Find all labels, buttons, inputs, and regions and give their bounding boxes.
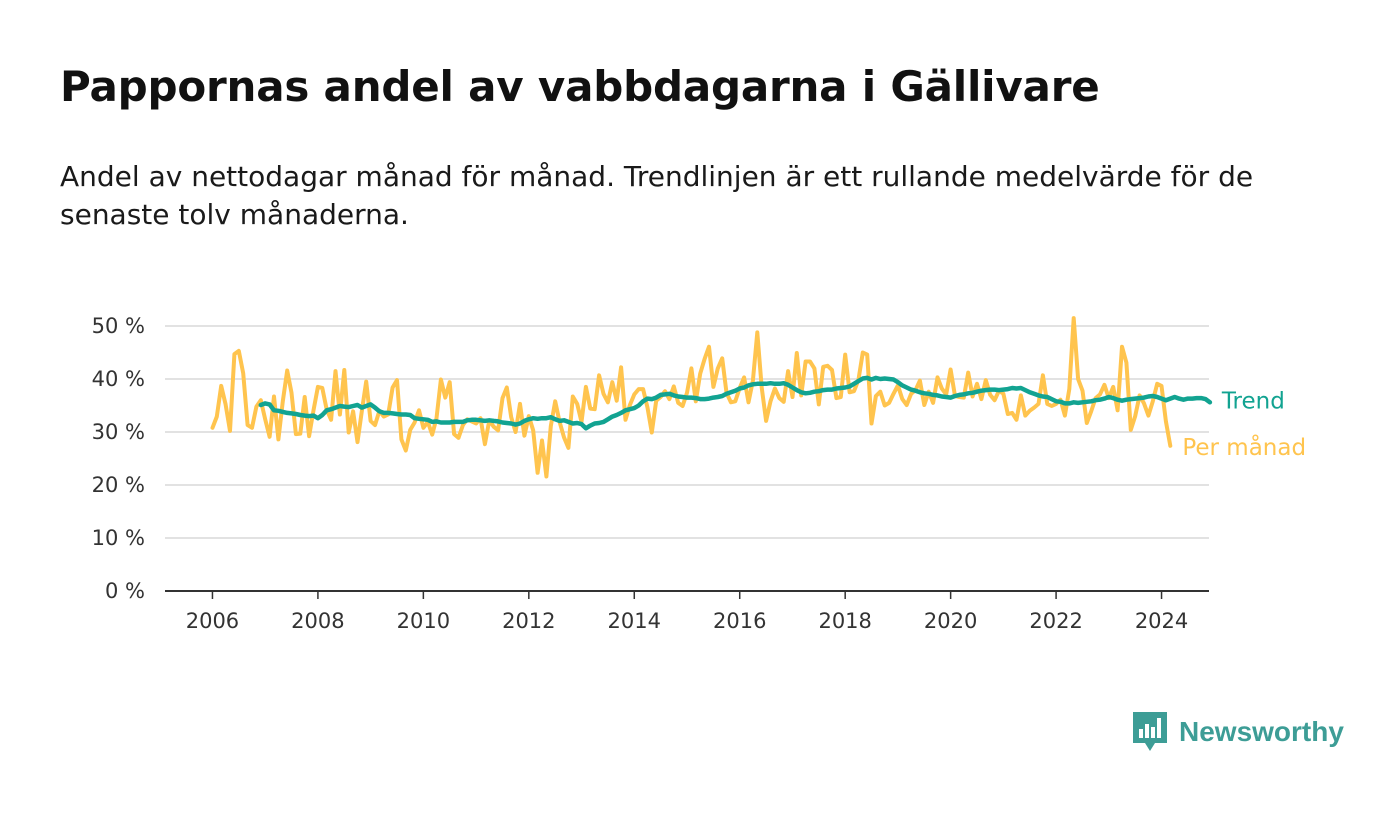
x-tick-label: 2012: [502, 609, 555, 633]
y-tick-label: 50 %: [92, 314, 145, 338]
x-tick-label: 2024: [1135, 609, 1188, 633]
series-label: Trend: [1221, 388, 1285, 414]
x-axis-ticks: 2006 2008 2010 2012 2014 2016 2018 2020 2022 2024: [165, 590, 1209, 633]
x-tick-label: 2010: [397, 609, 450, 633]
series-labels: Per månad Trend: [1182, 388, 1306, 460]
page-title: Pappornas andel av vabbdagarna i Gälliva…: [60, 62, 1100, 111]
page-subtitle: Andel av nettodagar månad för månad. Tre…: [60, 160, 1254, 231]
x-tick-label: 2022: [1029, 609, 1082, 633]
y-tick-label: 10 %: [92, 526, 145, 550]
brand-name: Newsworthy: [1179, 716, 1344, 747]
gridlines: [165, 325, 1209, 539]
y-tick-label: 0 %: [105, 579, 145, 603]
x-tick-label: 2008: [291, 609, 344, 633]
series-lines: [210, 316, 1213, 479]
x-tick-label: 2016: [713, 609, 766, 633]
series-line-trend: [258, 375, 1213, 431]
newsworthy-logo-icon: [1133, 712, 1167, 751]
y-tick-label: 40 %: [92, 367, 145, 391]
x-tick-label: 2020: [924, 609, 977, 633]
brand-logo: Newsworthy: [1133, 712, 1344, 752]
y-tick-label: 20 %: [92, 473, 145, 497]
x-tick-label: 2014: [608, 609, 661, 633]
y-axis-ticks: 0 % 10 % 20 % 30 % 40 % 50 %: [92, 314, 145, 603]
series-line-per-manad: [210, 316, 1173, 479]
series-label: Per månad: [1182, 433, 1306, 461]
x-tick-label: 2018: [818, 609, 871, 633]
x-tick-label: 2006: [186, 609, 239, 633]
y-tick-label: 30 %: [92, 420, 145, 444]
